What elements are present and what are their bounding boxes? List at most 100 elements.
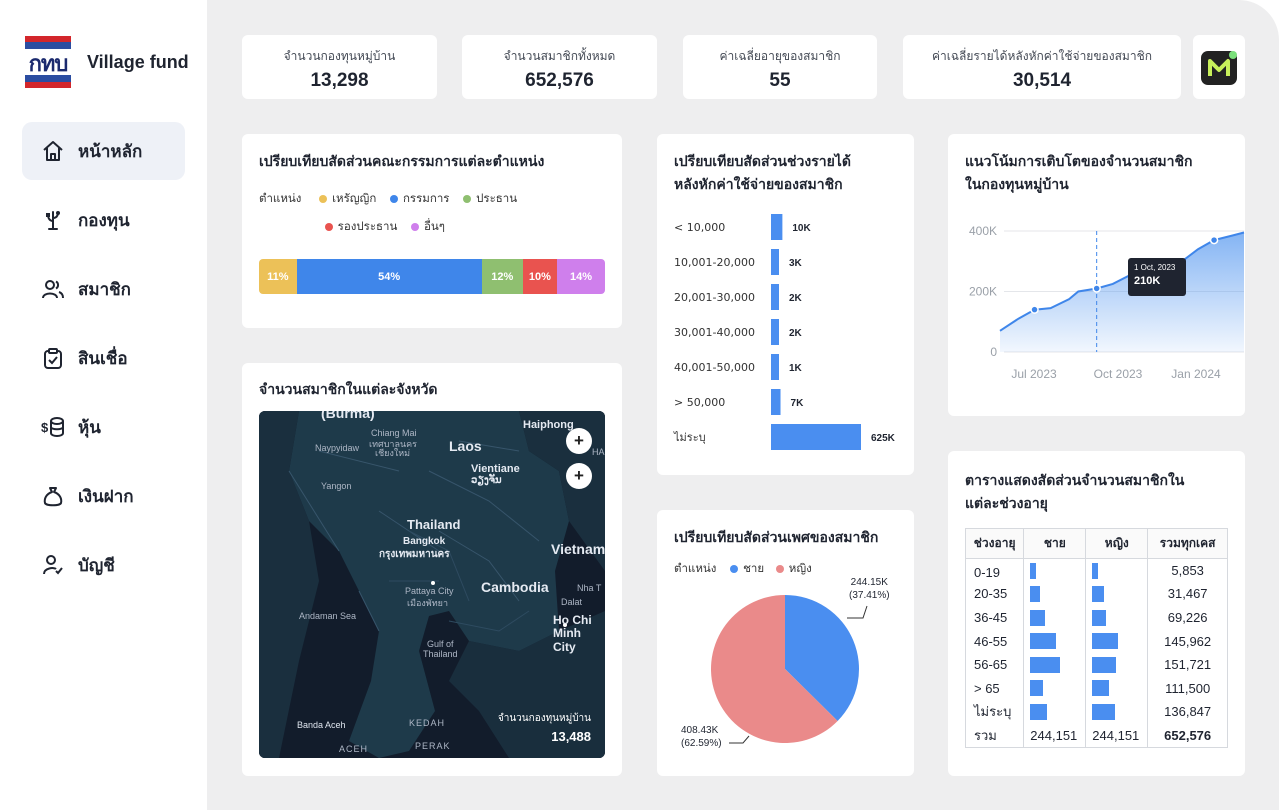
committee-bar-segment: 10% bbox=[522, 259, 558, 294]
income-category-label: 10,001-20,000 bbox=[674, 256, 755, 269]
map-overlay: จำนวนกองทุนหมู่บ้าน 13,488 bbox=[498, 711, 591, 744]
legend-item: อื่นๆ bbox=[411, 219, 445, 233]
age-range: ไม่ระบุ bbox=[964, 700, 1025, 724]
male-share-bar bbox=[1030, 586, 1041, 603]
brand-name: Village fund bbox=[87, 51, 189, 72]
sidebar-item-deposit[interactable]: เงินฝาก bbox=[22, 467, 185, 525]
stat-label: ค่าเฉลี่ยอายุของสมาชิก bbox=[719, 49, 841, 63]
pie-label-male: 244.15K (37.41%) bbox=[849, 576, 890, 602]
card-title-line: ในกองทุนหมู่บ้าน bbox=[965, 177, 1069, 193]
sidebar-item-shares[interactable]: $ หุ้น bbox=[22, 398, 185, 456]
sidebar-nav: หน้าหลัก กองทุน สมาชิก สินเชื่อ $ หุ้น bbox=[22, 122, 185, 605]
age-total: 145,962 bbox=[1147, 629, 1228, 653]
age-total: 111,500 bbox=[1147, 676, 1228, 701]
chart-tooltip: 1 Oct, 2023 210K bbox=[1128, 258, 1186, 296]
map-label: PERAK bbox=[415, 741, 451, 751]
age-range: 20-35 bbox=[964, 582, 1025, 606]
data-point bbox=[1209, 235, 1219, 245]
sidebar-item-home[interactable]: หน้าหลัก bbox=[22, 122, 185, 180]
female-share-bar bbox=[1092, 633, 1119, 650]
stat-label: จำนวนกองทุนหมู่บ้าน bbox=[283, 49, 396, 63]
sidebar-item-fund[interactable]: กองทุน bbox=[22, 191, 185, 249]
app-switcher[interactable] bbox=[1193, 35, 1245, 99]
female-share-bar bbox=[1092, 563, 1099, 579]
map-label: Andaman Sea bbox=[299, 611, 357, 621]
sidebar-item-label: เงินฝาก bbox=[78, 486, 134, 507]
female-value: 408.43K bbox=[681, 725, 719, 736]
income-bar bbox=[771, 424, 861, 450]
male-bar-cell bbox=[1023, 652, 1087, 677]
map-label: (Burma) bbox=[321, 411, 375, 421]
money-bag-icon bbox=[40, 483, 66, 509]
trend-line bbox=[999, 231, 1245, 332]
sidebar-item-members[interactable]: สมาชิก bbox=[22, 260, 185, 318]
clipboard-icon bbox=[40, 345, 66, 371]
zoom-in-button[interactable]: + bbox=[566, 428, 592, 454]
pie-slice bbox=[711, 595, 838, 743]
female-share-bar bbox=[1092, 680, 1110, 697]
province-map[interactable]: (Burma) Laos Thailand Bangkok กรุงเทพมหา… bbox=[259, 411, 605, 758]
age-total: 5,853 bbox=[1147, 558, 1228, 583]
income-bar bbox=[771, 354, 779, 380]
card-title: จำนวนสมาชิกในแต่ละจังหวัด bbox=[259, 382, 438, 398]
map-label: Banda Aceh bbox=[297, 720, 346, 730]
svg-text:$: $ bbox=[41, 420, 49, 435]
main-content: จำนวนกองทุนหมู่บ้าน 13,298 จำนวนสมาชิกทั… bbox=[207, 0, 1279, 810]
female-pct: (62.59%) bbox=[681, 738, 722, 749]
committee-legend: ตำแหน่ง เหรัญญิก กรรมการ ประธาน รองประธา… bbox=[259, 184, 589, 240]
sidebar: กทบ Village fund หน้าหลัก กองทุน สมาชิก bbox=[0, 0, 207, 810]
income-value-label: 3K bbox=[789, 258, 803, 269]
committee-card: เปรียบเทียบสัดส่วนคณะกรรมการแต่ละตำแหน่ง… bbox=[242, 134, 622, 328]
x-tick-label: Oct 2023 bbox=[1094, 367, 1143, 381]
age-range: 36-45 bbox=[964, 605, 1025, 630]
male-bar-cell bbox=[1023, 582, 1087, 606]
male-share-bar bbox=[1030, 704, 1048, 721]
table-row: 56-65 151,721 bbox=[964, 652, 1228, 677]
pie-slice bbox=[785, 595, 859, 722]
trend-area-chart: 0 200K 400K Jul 2023 Oct 2023 Jan 2024 bbox=[969, 224, 1245, 381]
male-pct: (37.41%) bbox=[849, 590, 890, 601]
map-label: Laos bbox=[449, 438, 482, 454]
age-range: 0-19 bbox=[964, 558, 1025, 583]
sidebar-item-account[interactable]: บัญชี bbox=[22, 536, 185, 594]
female-bar-cell bbox=[1085, 558, 1149, 583]
table-row: 20-35 31,467 bbox=[964, 582, 1228, 606]
age-range: 46-55 bbox=[964, 629, 1025, 653]
female-bar-cell bbox=[1085, 676, 1149, 701]
trend-area bbox=[1000, 232, 1244, 352]
table-row: ไม่ระบุ 136,847 bbox=[964, 700, 1228, 724]
male-bar-cell bbox=[1023, 605, 1087, 630]
card-title-line: หลังหักค่าใช้จ่ายของสมาชิก bbox=[674, 177, 843, 193]
card-title-line: แนวโน้มการเติบโตของจำนวนสมาชิก bbox=[965, 154, 1193, 170]
map-label: Dalat bbox=[561, 597, 583, 607]
brand-logo[interactable]: กทบ Village fund bbox=[22, 36, 189, 88]
age-range: 56-65 bbox=[964, 652, 1025, 677]
column-header: ช่วงอายุ bbox=[964, 528, 1025, 559]
card-title: เปรียบเทียบสัดส่วนเพศของสมาชิก bbox=[674, 530, 879, 546]
sidebar-item-label: กองทุน bbox=[78, 210, 130, 231]
legend-item: กรรมการ bbox=[389, 191, 449, 205]
column-header: รวมทุกเคส bbox=[1147, 528, 1228, 559]
age-total: 136,847 bbox=[1147, 700, 1228, 724]
map-label: Bangkok bbox=[403, 536, 446, 547]
income-bar-chart: < 10,000 10K 10,001-20,000 3K 20,001-30,000 2… bbox=[673, 214, 896, 450]
village-fund-logo: กทบ bbox=[22, 36, 74, 88]
table-row: 46-55 145,962 bbox=[964, 629, 1228, 653]
zoom-in-button-secondary[interactable]: + bbox=[566, 463, 592, 489]
female-share-bar bbox=[1092, 656, 1117, 673]
y-tick-label: 200K bbox=[969, 285, 997, 299]
income-value-label: 1K bbox=[789, 363, 803, 374]
table-row: 36-45 69,226 bbox=[964, 605, 1228, 630]
committee-bar-segment: 11% bbox=[259, 259, 297, 294]
pie-leader-line bbox=[847, 605, 868, 619]
stat-card-funds: จำนวนกองทุนหมู่บ้าน 13,298 bbox=[242, 35, 437, 99]
sidebar-item-credit[interactable]: สินเชื่อ bbox=[22, 329, 185, 387]
age-total: 151,721 bbox=[1147, 652, 1228, 677]
income-category-label: ไม่ระบุ bbox=[673, 431, 706, 444]
income-category-label: 30,001-40,000 bbox=[674, 326, 755, 339]
map-label: กรุงเทพมหานคร bbox=[379, 549, 450, 560]
stat-card-age: ค่าเฉลี่ยอายุของสมาชิก 55 bbox=[683, 35, 877, 99]
female-bar-cell bbox=[1085, 629, 1149, 653]
female-share-bar bbox=[1092, 609, 1107, 626]
tooltip-date: 1 Oct, 2023 bbox=[1134, 263, 1176, 272]
